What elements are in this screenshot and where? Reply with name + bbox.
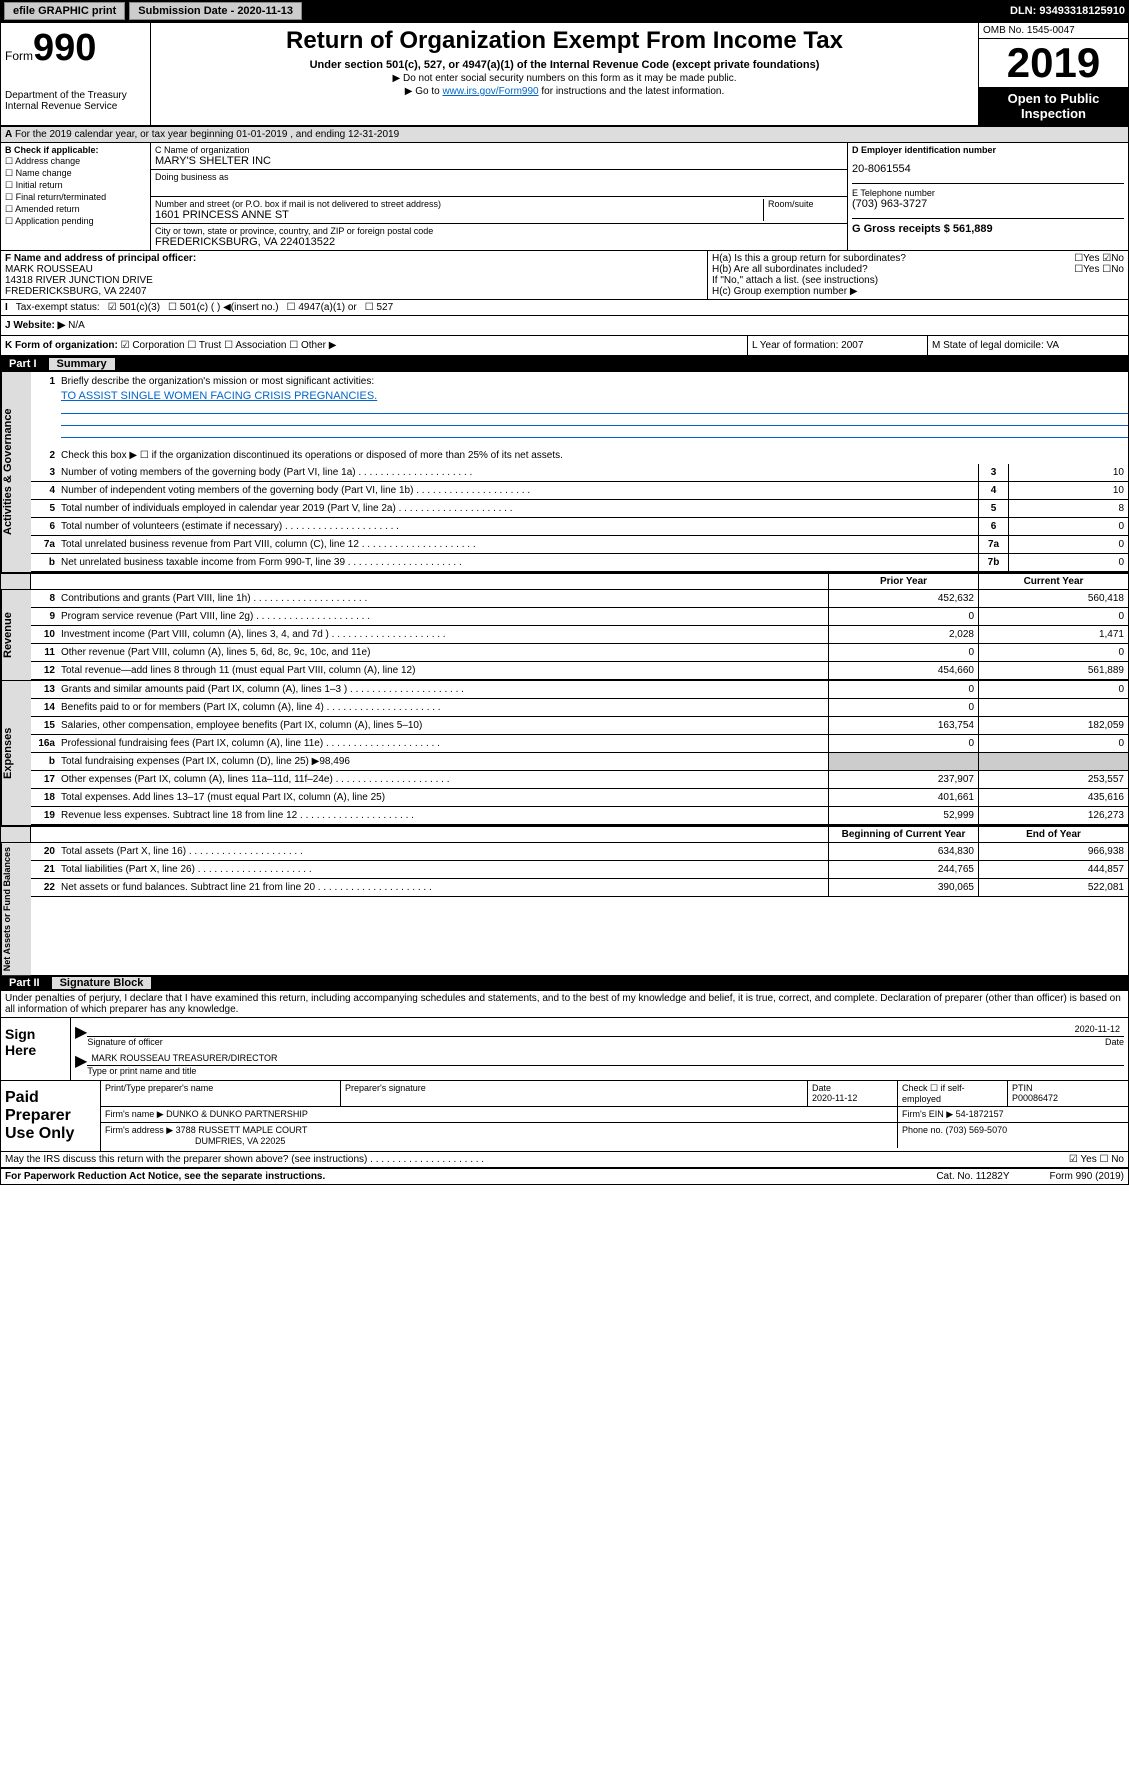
header-row: Form990 Department of the Treasury Inter… xyxy=(1,23,1128,127)
perjury: Under penalties of perjury, I declare th… xyxy=(1,991,1128,1017)
dept: Department of the Treasury Internal Reve… xyxy=(5,90,146,112)
cb-corp[interactable]: ☑ Corporation xyxy=(121,340,185,351)
col-header-row2: Beginning of Current Year End of Year xyxy=(1,825,1128,843)
form-num: 990 xyxy=(33,27,96,69)
mission: TO ASSIST SINGLE WOMEN FACING CRISIS PRE… xyxy=(61,390,1128,402)
cb-final[interactable]: ☐ Final return/terminated xyxy=(5,192,146,203)
line4-val: 10 xyxy=(1008,482,1128,499)
footer-row: For Paperwork Reduction Act Notice, see … xyxy=(1,1167,1128,1184)
line6-val: 0 xyxy=(1008,518,1128,535)
form-org-cell: K Form of organization: ☑ Corporation ☐ … xyxy=(1,336,748,355)
col-header-row: Prior Year Current Year xyxy=(1,572,1128,590)
org-name: MARY'S SHELTER INC xyxy=(155,155,843,167)
main-title: Return of Organization Exempt From Incom… xyxy=(155,27,974,55)
note2: ▶ Go to www.irs.gov/Form990 for instruct… xyxy=(155,86,974,97)
note1: ▶ Do not enter social security numbers o… xyxy=(155,73,974,84)
officer-sig: MARK ROUSSEAU TREASURER/DIRECTOR xyxy=(87,1051,1124,1066)
gross: G Gross receipts $ 561,889 xyxy=(852,223,1124,235)
sign-row: Sign Here ▶ 2020-11-12 Signature of offi… xyxy=(1,1017,1128,1080)
year: 2019 xyxy=(979,39,1128,87)
cb-amended[interactable]: ☐ Amended return xyxy=(5,204,146,215)
line3-val: 10 xyxy=(1008,464,1128,481)
cb-assoc[interactable]: ☐ Association xyxy=(224,340,286,351)
section-a: A For the 2019 calendar year, or tax yea… xyxy=(1,127,1128,143)
sign-label: Sign Here xyxy=(1,1018,71,1080)
title-cell: Return of Organization Exempt From Incom… xyxy=(151,23,978,125)
revenue-section: Revenue 8Contributions and grants (Part … xyxy=(1,590,1128,680)
efile-btn[interactable]: efile GRAPHIC print xyxy=(4,2,125,20)
expenses-label: Expenses xyxy=(1,681,31,825)
cb-527[interactable]: ☐ 527 xyxy=(365,302,393,313)
cb-name[interactable]: ☐ Name change xyxy=(5,168,146,179)
expenses-section: Expenses 13Grants and similar amounts pa… xyxy=(1,680,1128,825)
form-label: Form xyxy=(5,49,33,63)
cb-trust[interactable]: ☐ Trust xyxy=(187,340,221,351)
org-addr: 1601 PRINCESS ANNE ST xyxy=(155,209,763,221)
link-irs[interactable]: www.irs.gov/Form990 xyxy=(442,86,538,97)
governance-section: Activities & Governance 1 Briefly descri… xyxy=(1,372,1128,572)
cb-other[interactable]: ☐ Other ▶ xyxy=(289,340,336,351)
subdate-btn[interactable]: Submission Date - 2020-11-13 xyxy=(129,2,302,20)
discuss-checkboxes[interactable]: ☑ Yes ☐ No xyxy=(1069,1154,1124,1165)
hb-checkboxes[interactable]: ☐Yes ☐No xyxy=(1074,264,1124,275)
group-cell: H(a) Is this a group return for subordin… xyxy=(708,251,1128,299)
top-bar: efile GRAPHIC print Submission Date - 20… xyxy=(0,0,1129,22)
cb-addr[interactable]: ☐ Address change xyxy=(5,156,146,167)
cb-4947[interactable]: ☐ 4947(a)(1) or xyxy=(287,302,357,313)
part2-header: Part II Signature Block xyxy=(1,975,1128,991)
website-val: N/A xyxy=(68,320,85,331)
org-city: FREDERICKSBURG, VA 224013522 xyxy=(155,236,843,248)
discuss-row: May the IRS discuss this return with the… xyxy=(1,1151,1128,1167)
part1-header: Part I Summary xyxy=(1,356,1128,372)
omb: OMB No. 1545-0047 xyxy=(979,23,1128,39)
cb-501c[interactable]: ☐ 501(c) ( ) ◀(insert no.) xyxy=(168,302,279,313)
line7a-val: 0 xyxy=(1008,536,1128,553)
form-id-cell: Form990 Department of the Treasury Inter… xyxy=(1,23,151,125)
preparer-label: Paid Preparer Use Only xyxy=(1,1081,101,1151)
officer-name: MARK ROUSSEAU xyxy=(5,264,703,275)
form-container: Form990 Department of the Treasury Inter… xyxy=(0,22,1129,1185)
preparer-section: Paid Preparer Use Only Print/Type prepar… xyxy=(1,1080,1128,1151)
netassets-section: Net Assets or Fund Balances 20Total asse… xyxy=(1,843,1128,975)
status-row: I Tax-exempt status: ☑ 501(c)(3) ☐ 501(c… xyxy=(1,300,1128,316)
revenue-label: Revenue xyxy=(1,590,31,680)
officer-cell: F Name and address of principal officer:… xyxy=(1,251,708,299)
form-org-row: K Form of organization: ☑ Corporation ☐ … xyxy=(1,336,1128,356)
subtitle: Under section 501(c), 527, or 4947(a)(1)… xyxy=(155,59,974,71)
domicile: M State of legal domicile: VA xyxy=(928,336,1128,355)
phone: (703) 963-3727 xyxy=(852,198,1124,210)
line5-val: 8 xyxy=(1008,500,1128,517)
cb-501c3[interactable]: ☑ 501(c)(3) xyxy=(108,302,160,313)
ha-checkboxes[interactable]: ☐Yes ☑No xyxy=(1074,253,1124,264)
cb-initial[interactable]: ☐ Initial return xyxy=(5,180,146,191)
ein: 20-8061554 xyxy=(852,163,1124,175)
cb-pending[interactable]: ☐ Application pending xyxy=(5,216,146,227)
dln: DLN: 93493318125910 xyxy=(1010,5,1125,17)
year-formed: L Year of formation: 2007 xyxy=(748,336,928,355)
netassets-label: Net Assets or Fund Balances xyxy=(1,843,31,975)
line7b-val: 0 xyxy=(1008,554,1128,571)
ein-cell: D Employer identification number 20-8061… xyxy=(848,143,1128,250)
officer-row: F Name and address of principal officer:… xyxy=(1,251,1128,300)
entity-row: B Check if applicable: ☐ Address change … xyxy=(1,143,1128,251)
year-cell: OMB No. 1545-0047 2019 Open to Public In… xyxy=(978,23,1128,125)
name-cell: C Name of organization MARY'S SHELTER IN… xyxy=(151,143,848,250)
open-public: Open to Public Inspection xyxy=(979,87,1128,125)
website-row: J Website: ▶ N/A xyxy=(1,316,1128,336)
check-cell: B Check if applicable: ☐ Address change … xyxy=(1,143,151,250)
governance-label: Activities & Governance xyxy=(1,372,31,572)
